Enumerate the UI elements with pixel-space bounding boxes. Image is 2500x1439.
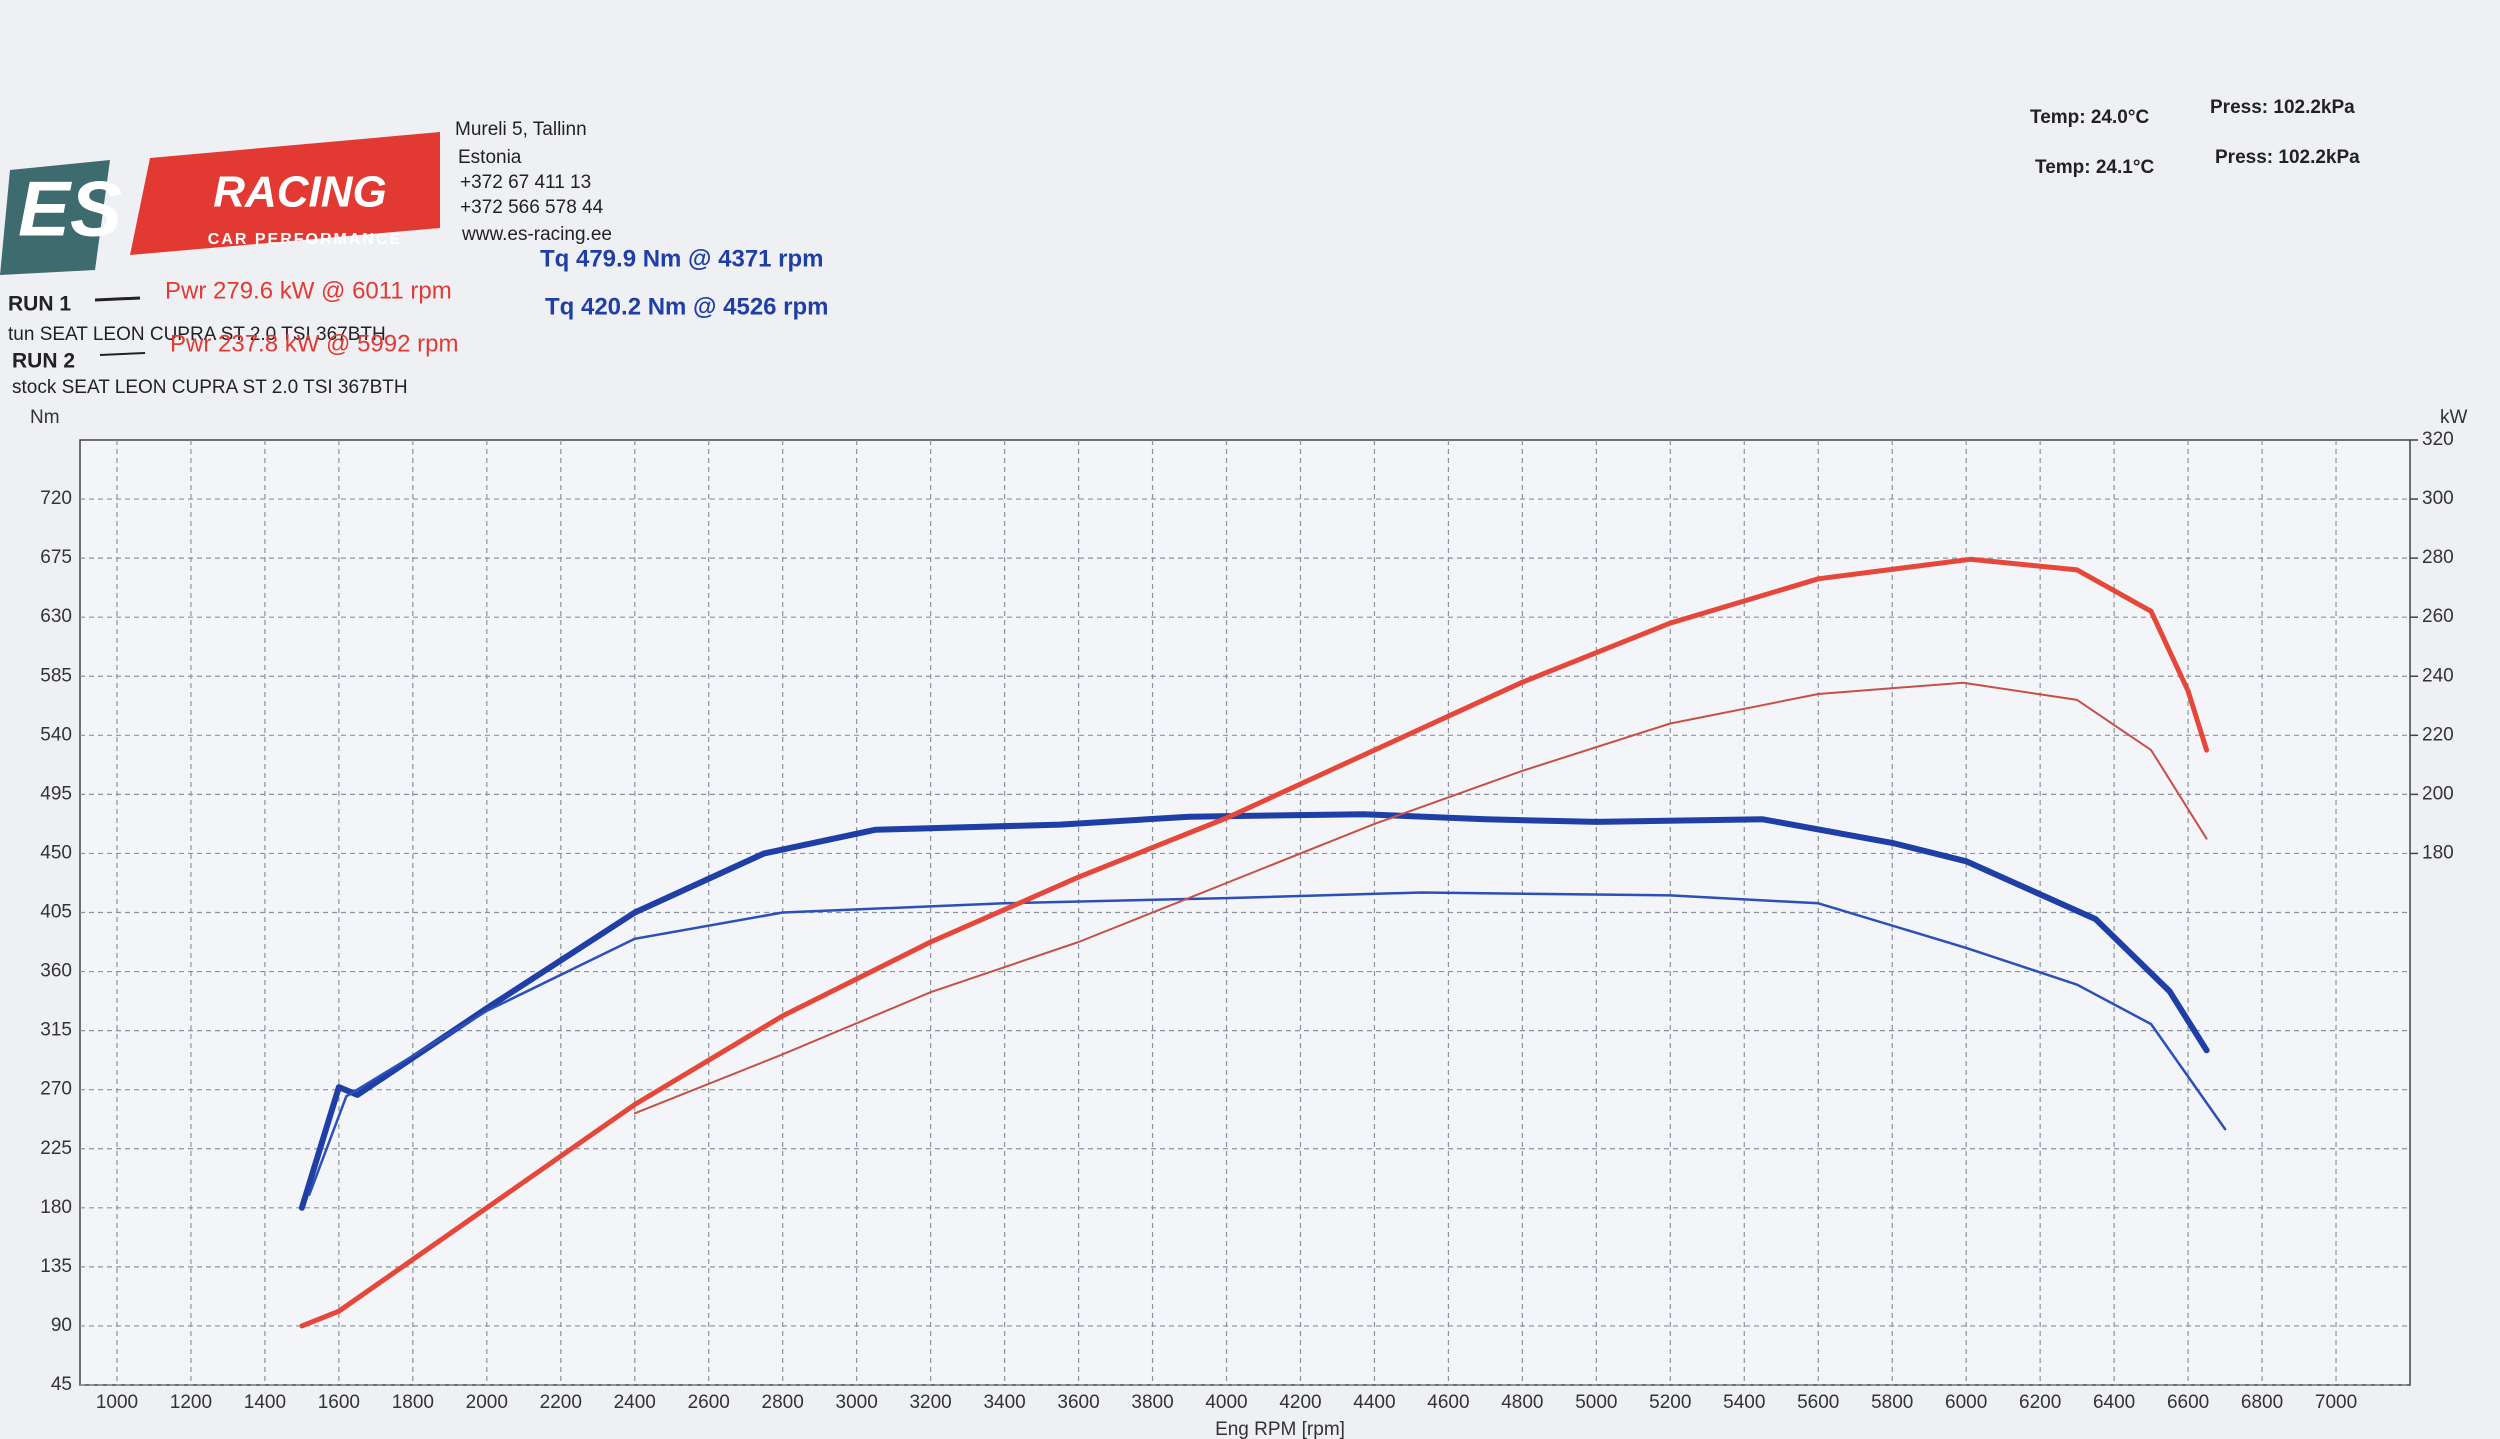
run-power: Pwr 279.6 kW @ 6011 rpm xyxy=(165,277,452,304)
x-tick-label: 6800 xyxy=(2241,1392,2283,1413)
x-tick-label: 5800 xyxy=(1871,1392,1913,1413)
y2-tick-label: 300 xyxy=(2422,488,2454,509)
x-tick-label: 1000 xyxy=(96,1392,138,1413)
x-tick-label: 2400 xyxy=(614,1392,656,1413)
run-line-sample xyxy=(94,296,141,302)
x-tick-label: 5600 xyxy=(1797,1392,1839,1413)
x-tick-label: 3800 xyxy=(1131,1392,1173,1413)
x-tick-label: 2200 xyxy=(540,1392,582,1413)
y2-tick-label: 180 xyxy=(2422,842,2454,863)
press: Press: 102.2kPa xyxy=(2210,97,2355,118)
address-line: Mureli 5, Tallinn xyxy=(455,119,587,140)
run-torque: Tq 479.9 Nm @ 4371 rpm xyxy=(540,245,824,272)
address-line: +372 566 578 44 xyxy=(460,197,604,218)
x-tick-label: 5200 xyxy=(1649,1392,1691,1413)
curve xyxy=(633,681,2208,1115)
y2-tick-label: 200 xyxy=(2422,783,2454,804)
y-tick-label: 180 xyxy=(40,1197,72,1218)
x-tick-label: 6400 xyxy=(2093,1392,2135,1413)
address-line: +372 67 411 13 xyxy=(460,172,591,193)
conditions: Temp: 24.0°C Press: 102.2kPa Temp: 24.1°… xyxy=(2030,97,2360,178)
y-tick-label: 45 xyxy=(51,1374,72,1395)
curve xyxy=(299,556,2210,1329)
run-power: Pwr 237.8 kW @ 5992 rpm xyxy=(170,330,458,357)
y2-tick-label: 320 xyxy=(2422,429,2454,450)
x-tick-label: 3200 xyxy=(909,1392,951,1413)
x-tick-label: 1200 xyxy=(170,1392,212,1413)
x-axis-label: Eng RPM [rpm] xyxy=(1215,1419,1345,1439)
x-tick-label: 2800 xyxy=(762,1392,804,1413)
run-torque: Tq 420.2 Nm @ 4526 rpm xyxy=(545,293,829,320)
x-tick-label: 7000 xyxy=(2315,1392,2357,1413)
curve xyxy=(308,891,2227,1196)
y-tick-label: 630 xyxy=(40,606,72,627)
x-tick-label: 6000 xyxy=(1945,1392,1987,1413)
x-tick-label: 3400 xyxy=(983,1392,1025,1413)
y2-axis-label: kW xyxy=(2440,407,2468,428)
x-tick-label: 1400 xyxy=(244,1392,286,1413)
y-tick-label: 405 xyxy=(40,902,72,923)
y-axis-label: Nm xyxy=(30,407,60,428)
run-label: RUN 1 xyxy=(8,293,71,316)
x-tick-label: 6200 xyxy=(2019,1392,2061,1413)
x-tick-label: 4600 xyxy=(1427,1392,1469,1413)
y2-tick-label: 260 xyxy=(2422,606,2454,627)
y-tick-label: 495 xyxy=(40,783,72,804)
y-tick-label: 225 xyxy=(40,1138,72,1159)
logo-mark-bg xyxy=(0,160,110,275)
logo-tagline: CAR PERFORMANCE xyxy=(208,231,402,248)
x-tick-label: 2600 xyxy=(688,1392,730,1413)
x-tick-label: 5400 xyxy=(1723,1392,1765,1413)
x-tick-label: 1800 xyxy=(392,1392,434,1413)
y-tick-label: 270 xyxy=(40,1079,72,1100)
logo: ES RACING CAR PERFORMANCE xyxy=(0,132,440,275)
x-tick-label: 4400 xyxy=(1353,1392,1395,1413)
y-tick-label: 135 xyxy=(40,1256,72,1277)
run-vehicle: tun SEAT LEON CUPRA ST 2.0 TSI 367BTH xyxy=(8,324,386,345)
run-line-sample xyxy=(99,352,146,356)
y2-tick-label: 280 xyxy=(2422,547,2454,568)
press: Press: 102.2kPa xyxy=(2215,147,2360,168)
x-tick-label: 2000 xyxy=(466,1392,508,1413)
y-tick-label: 90 xyxy=(51,1315,72,1336)
runs: RUN 1 Pwr 279.6 kW @ 6011 rpm Tq 479.9 N… xyxy=(8,245,829,398)
x-tick-label: 3600 xyxy=(1057,1392,1099,1413)
temp: Temp: 24.0°C xyxy=(2030,107,2149,128)
address: Mureli 5, Tallinn Estonia +372 67 411 13… xyxy=(455,119,612,245)
logo-name: RACING xyxy=(213,168,387,217)
y2-tick-label: 240 xyxy=(2422,665,2454,686)
y-tick-label: 585 xyxy=(40,665,72,686)
y-tick-label: 315 xyxy=(40,1020,72,1041)
address-line: www.es-racing.ee xyxy=(461,224,612,245)
y-tick-label: 540 xyxy=(40,724,72,745)
address-line: Estonia xyxy=(458,147,522,168)
x-tick-label: 3000 xyxy=(836,1392,878,1413)
x-tick-label: 4200 xyxy=(1279,1392,1321,1413)
run-vehicle: stock SEAT LEON CUPRA ST 2.0 TSI 367BTH xyxy=(12,377,408,398)
logo-mark: ES xyxy=(18,165,122,253)
x-tick-label: 6600 xyxy=(2167,1392,2209,1413)
temp: Temp: 24.1°C xyxy=(2035,157,2154,178)
y2-tick-label: 220 xyxy=(2422,724,2454,745)
y-tick-label: 450 xyxy=(40,842,72,863)
y-tick-label: 720 xyxy=(40,488,72,509)
y-tick-label: 360 xyxy=(40,961,72,982)
y-tick-label: 675 xyxy=(40,547,72,568)
x-tick-label: 5000 xyxy=(1575,1392,1617,1413)
logo-band xyxy=(130,132,440,255)
run-label: RUN 2 xyxy=(12,350,75,373)
x-tick-label: 1600 xyxy=(318,1392,360,1413)
x-tick-label: 4800 xyxy=(1501,1392,1543,1413)
x-tick-label: 4000 xyxy=(1205,1392,1247,1413)
